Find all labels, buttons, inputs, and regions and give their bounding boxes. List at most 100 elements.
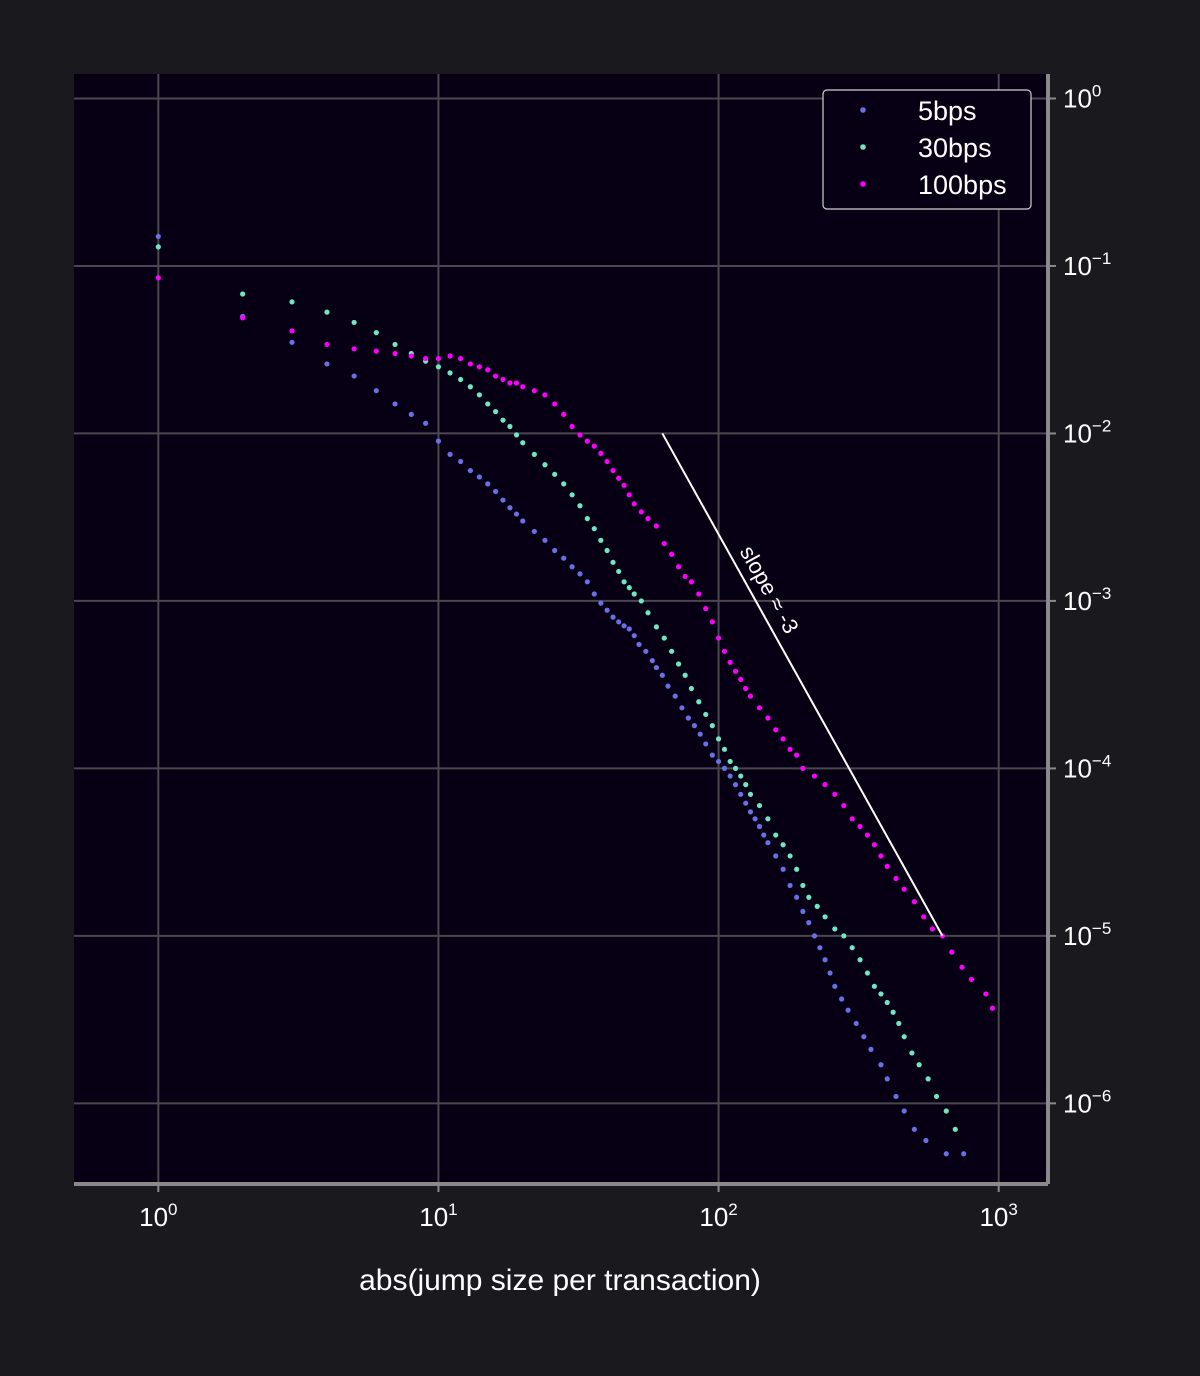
- data-point-30bps: [542, 462, 548, 468]
- data-point-100bps: [849, 816, 855, 822]
- data-point-100bps: [458, 355, 464, 362]
- data-point-100bps: [485, 367, 491, 373]
- data-point-30bps: [531, 451, 537, 457]
- data-point-5bps: [861, 1034, 867, 1040]
- data-point-5bps: [447, 451, 453, 457]
- data-point-100bps: [626, 492, 632, 498]
- data-point-30bps: [289, 299, 295, 305]
- data-point-100bps: [661, 540, 667, 547]
- data-point-5bps: [672, 693, 678, 699]
- data-point-5bps: [435, 438, 442, 444]
- data-point-5bps: [845, 1007, 851, 1013]
- data-point-30bps: [661, 635, 667, 641]
- data-point-30bps: [669, 648, 675, 654]
- data-point-100bps: [773, 727, 779, 733]
- data-point-5bps: [806, 920, 812, 926]
- data-point-5bps: [552, 547, 558, 554]
- data-point-30bps: [800, 882, 806, 889]
- data-point-100bps: [638, 509, 644, 515]
- data-point-30bps: [878, 991, 884, 997]
- data-point-5bps: [761, 832, 767, 838]
- data-point-5bps: [727, 773, 733, 779]
- data-point-30bps: [721, 746, 728, 752]
- data-point-30bps: [794, 866, 800, 872]
- data-point-100bps: [423, 355, 429, 362]
- y-tick-label: 100: [1063, 81, 1101, 113]
- data-point-100bps: [598, 450, 604, 456]
- data-point-30bps: [493, 409, 499, 415]
- data-point-5bps: [584, 579, 590, 585]
- data-point-5bps: [542, 537, 548, 543]
- data-point-5bps: [756, 823, 763, 830]
- data-point-30bps: [765, 816, 771, 822]
- data-point-5bps: [685, 715, 691, 721]
- data-point-100bps: [610, 467, 616, 474]
- data-point-30bps: [901, 1034, 907, 1040]
- x-tick-label: 102: [699, 1200, 737, 1232]
- data-point-30bps: [743, 782, 749, 788]
- data-point-5bps: [653, 664, 660, 671]
- data-point-30bps: [513, 432, 520, 438]
- data-point-100bps: [732, 668, 739, 674]
- data-point-5bps: [752, 816, 758, 822]
- data-point-100bps: [675, 564, 682, 570]
- data-point-5bps: [493, 488, 499, 495]
- data-point-5bps: [943, 1151, 949, 1157]
- data-point-30bps: [584, 516, 590, 522]
- data-point-100bps: [682, 573, 688, 580]
- points-layer: [155, 233, 996, 1157]
- data-point-100bps: [968, 976, 975, 982]
- data-point-30bps: [682, 672, 688, 678]
- data-point-30bps: [616, 568, 622, 575]
- data-point-30bps: [604, 547, 610, 554]
- data-point-30bps: [645, 610, 651, 616]
- data-point-30bps: [569, 492, 575, 498]
- data-point-100bps: [747, 693, 754, 699]
- data-point-5bps: [794, 894, 800, 900]
- data-point-30bps: [392, 341, 398, 348]
- data-point-100bps: [373, 348, 379, 354]
- data-point-5bps: [715, 758, 722, 765]
- data-point-100bps: [871, 842, 877, 848]
- data-point-100bps: [959, 964, 965, 970]
- data-point-5bps: [569, 564, 575, 570]
- data-point-30bps: [675, 661, 682, 667]
- data-point-5bps: [923, 1137, 929, 1144]
- data-point-100bps: [721, 648, 728, 654]
- data-point-5bps: [817, 945, 823, 951]
- data-point-100bps: [476, 364, 482, 370]
- y-tick-label: 10−5: [1063, 919, 1111, 951]
- data-point-5bps: [598, 600, 604, 606]
- data-point-100bps: [447, 353, 453, 359]
- data-point-30bps: [806, 894, 812, 900]
- data-point-100bps: [949, 949, 955, 955]
- data-point-30bps: [552, 471, 558, 477]
- data-point-5bps: [839, 996, 845, 1002]
- data-point-100bps: [552, 401, 558, 407]
- data-point-30bps: [467, 384, 473, 390]
- data-point-100bps: [811, 773, 818, 779]
- data-point-100bps: [542, 392, 548, 398]
- legend-marker: [860, 181, 866, 187]
- data-point-5bps: [476, 474, 482, 480]
- data-point-100bps: [688, 579, 695, 585]
- data-point-100bps: [841, 802, 847, 809]
- data-point-30bps: [435, 364, 442, 370]
- data-point-5bps: [659, 672, 665, 678]
- data-point-100bps: [921, 914, 927, 920]
- data-point-30bps: [715, 736, 722, 742]
- data-point-5bps: [884, 1076, 890, 1082]
- data-point-30bps: [857, 957, 863, 963]
- data-point-5bps: [531, 528, 537, 535]
- data-point-100bps: [756, 705, 763, 711]
- y-tick-label: 10−4: [1063, 751, 1111, 783]
- data-point-100bps: [832, 791, 838, 797]
- data-point-5bps: [901, 1108, 907, 1114]
- data-point-100bps: [743, 685, 749, 692]
- data-point-5bps: [500, 497, 506, 503]
- data-point-5bps: [616, 619, 622, 625]
- data-point-30bps: [841, 933, 847, 939]
- data-point-5bps: [649, 658, 655, 664]
- data-point-30bps: [933, 1093, 940, 1100]
